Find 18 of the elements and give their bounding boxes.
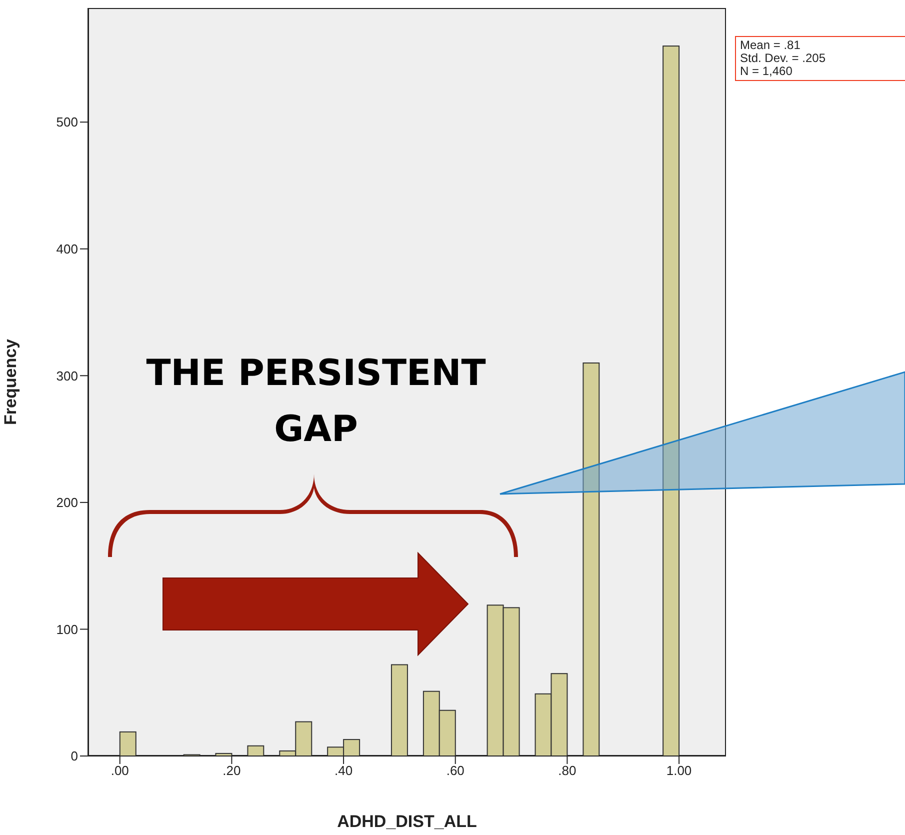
x-axis-title: ADHD_DIST_ALL bbox=[337, 812, 477, 831]
x-tick-label: .20 bbox=[222, 763, 241, 778]
y-tick-label: 500 bbox=[56, 114, 78, 130]
text: N = 1,460 bbox=[740, 64, 794, 78]
y-tick-label: 200 bbox=[56, 495, 78, 510]
x-tick-label: .60 bbox=[446, 763, 464, 778]
y-tick-label: 300 bbox=[56, 368, 78, 384]
text: Std. Dev. = .205 bbox=[740, 51, 826, 65]
annotation: THE PERSISTENT GAP bbox=[145, 352, 487, 452]
x-tick-label: .80 bbox=[558, 763, 576, 778]
text: Mean = .81 bbox=[740, 38, 802, 52]
y-tick-label: 0 bbox=[70, 748, 78, 764]
x-tick-label: .40 bbox=[334, 763, 353, 778]
x-tick-label: .00 bbox=[110, 763, 129, 778]
y-axis-title: Frequency bbox=[1, 338, 20, 425]
x-tick-label: 1.00 bbox=[666, 763, 692, 778]
y-tick-label: 100 bbox=[56, 622, 78, 637]
y-tick-label: 400 bbox=[56, 241, 78, 256]
